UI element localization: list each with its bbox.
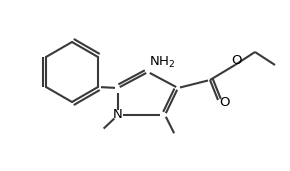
Text: N: N [113, 109, 123, 122]
Text: NH$_2$: NH$_2$ [149, 54, 175, 70]
Text: O: O [220, 96, 230, 109]
Text: O: O [232, 54, 242, 67]
